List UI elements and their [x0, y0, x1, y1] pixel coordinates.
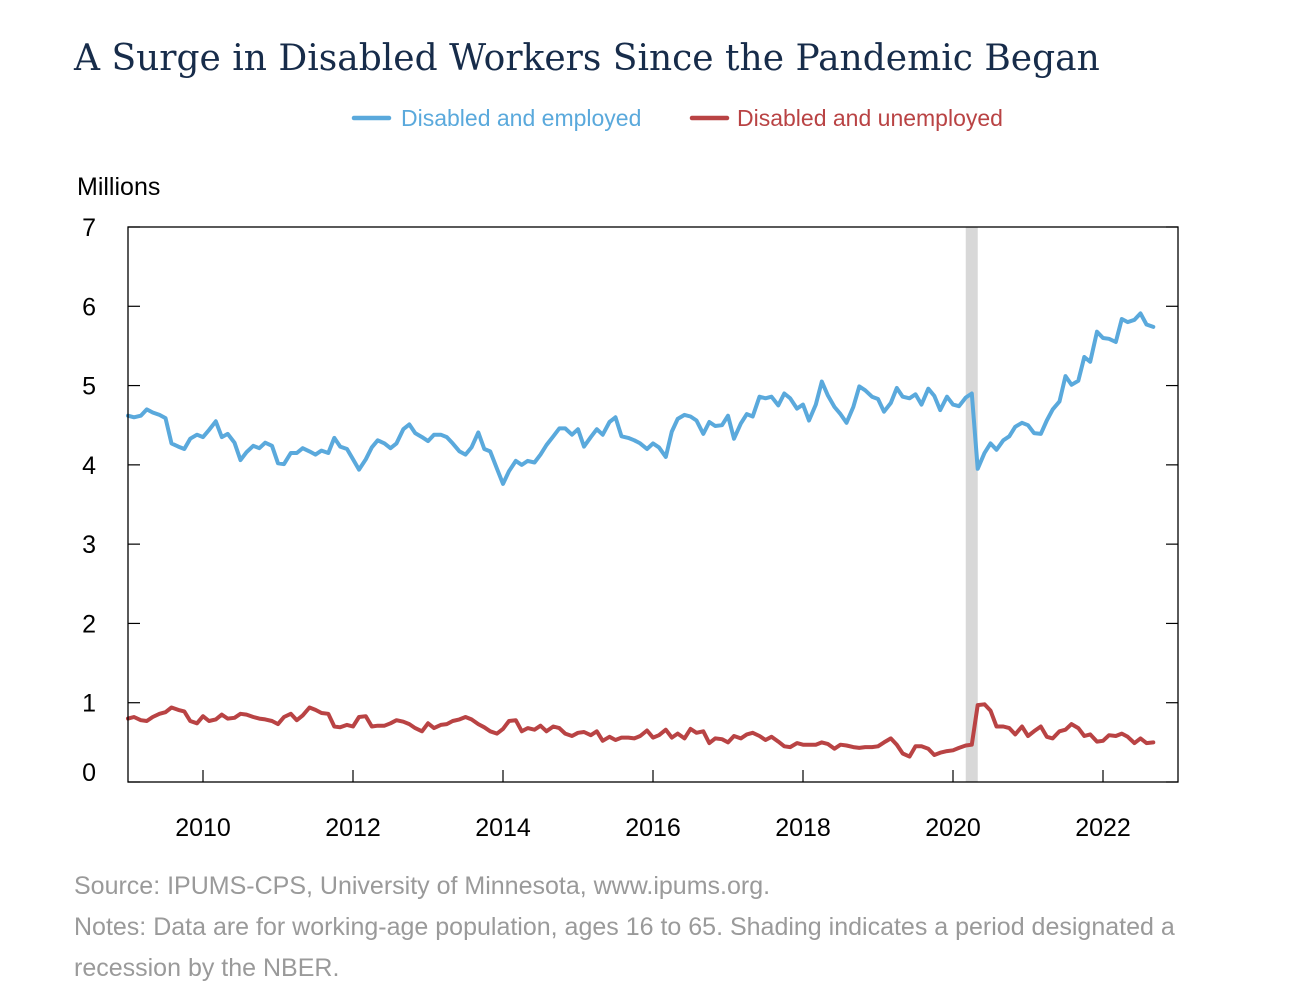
- x-tick-label: 2018: [775, 814, 831, 842]
- y-axis-label: Millions: [77, 173, 160, 201]
- x-tick-label: 2010: [175, 814, 231, 842]
- x-tick-label: 2016: [625, 814, 681, 842]
- y-tick-label: 1: [82, 690, 96, 718]
- y-tick-label: 5: [82, 373, 96, 401]
- legend: Disabled and employed Disabled and unempl…: [351, 105, 1003, 131]
- legend-label: Disabled and unemployed: [737, 105, 1003, 131]
- series-line-employed: [126, 311, 1156, 486]
- chart-notes: Source: IPUMS-CPS, University of Minneso…: [74, 866, 1254, 989]
- x-tick-label: 2020: [925, 814, 981, 842]
- legend-label: Disabled and employed: [401, 105, 641, 131]
- x-axis: 2010 2012 2014 2016 2018 2020 2022: [175, 770, 1131, 842]
- y-tick-label: 3: [82, 531, 96, 559]
- series-group: [126, 311, 1156, 759]
- y-tick-label: 2: [82, 610, 96, 638]
- recession-shading: [965, 227, 978, 782]
- source-note: Source: IPUMS-CPS, University of Minneso…: [74, 872, 771, 900]
- plot-frame: [127, 226, 1179, 783]
- y-tick-label: 6: [82, 293, 96, 321]
- y-tick-label: 4: [82, 452, 96, 480]
- x-tick-label: 2022: [1075, 814, 1131, 842]
- chart-title: A Surge in Disabled Workers Since the Pa…: [74, 38, 1100, 79]
- x-tick-label: 2012: [325, 814, 381, 842]
- y-tick-label: 7: [82, 214, 96, 242]
- recession-shading-group: [965, 227, 978, 782]
- y-axis: 0 1 2 3 4 5 6 7: [82, 214, 1178, 787]
- series-line-unemployed: [126, 702, 1156, 759]
- y-tick-label: 0: [82, 759, 96, 787]
- x-tick-label: 2014: [475, 814, 531, 842]
- line-chart: Disabled and employed Disabled and unempl…: [77, 105, 1179, 842]
- notes-text: Notes: Data are for working-age populati…: [74, 913, 1175, 982]
